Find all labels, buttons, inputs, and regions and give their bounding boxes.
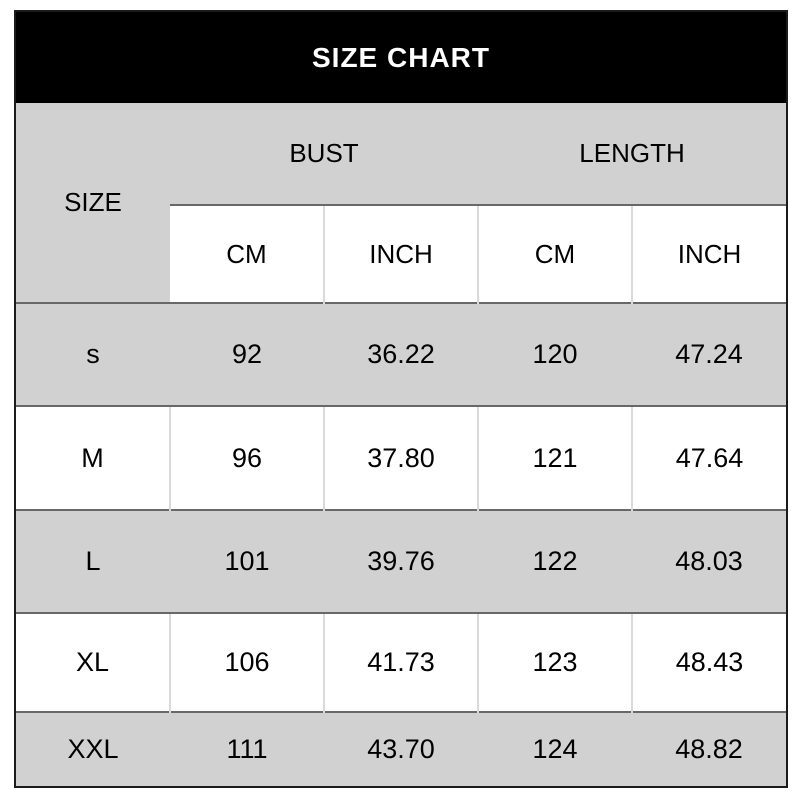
length-cm-cell: 123	[477, 612, 632, 712]
length-inch-cell: 48.03	[632, 509, 786, 613]
bust-group-header: BUST	[170, 103, 478, 205]
bust-inch-cell: 37.80	[323, 405, 478, 510]
table-row: s 92 36.22 120 47.24	[16, 302, 786, 406]
table-row: M 96 37.80 121 47.64	[16, 405, 786, 510]
bust-cm-cell: 96	[169, 405, 324, 510]
size-column-header: SIZE	[16, 103, 170, 303]
length-inch-cell: 47.24	[632, 302, 786, 406]
bust-cm-cell: 111	[170, 711, 324, 786]
size-cell: M	[16, 405, 170, 510]
group-header-row: SIZE BUST LENGTH	[16, 103, 786, 303]
size-cell: XL	[16, 612, 170, 712]
length-inch-cell: 48.43	[631, 612, 786, 712]
table-row: XXL 111 43.70 124 48.82	[16, 711, 786, 786]
bust-inch-cell: 41.73	[323, 612, 478, 712]
bust-cm-cell: 106	[169, 612, 324, 712]
sub-header-row: CM INCH CM INCH	[16, 204, 786, 303]
bust-inch-cell: 39.76	[324, 509, 478, 613]
bust-inch-cell: 36.22	[324, 302, 478, 406]
bust-cm-header: CM	[170, 204, 324, 303]
length-cm-cell: 120	[478, 302, 632, 406]
length-inch-cell: 48.82	[632, 711, 786, 786]
length-cm-cell: 124	[478, 711, 632, 786]
size-chart: SIZE CHART SIZE BUST LENGTH CM INCH CM I…	[14, 10, 788, 788]
title-bar: SIZE CHART	[16, 12, 786, 103]
bust-inch-header: INCH	[323, 204, 478, 303]
table-row: XL 106 41.73 123 48.43	[16, 612, 786, 712]
size-cell: XXL	[16, 711, 170, 786]
length-cm-header: CM	[477, 204, 632, 303]
size-cell: s	[16, 302, 170, 406]
size-table: SIZE BUST LENGTH CM INCH CM INCH s 92 36…	[16, 103, 786, 786]
length-group-header: LENGTH	[478, 103, 786, 205]
length-cm-cell: 121	[477, 405, 632, 510]
length-cm-cell: 122	[478, 509, 632, 613]
length-inch-cell: 47.64	[631, 405, 786, 510]
bust-inch-cell: 43.70	[324, 711, 478, 786]
bust-cm-cell: 101	[170, 509, 324, 613]
size-cell: L	[16, 509, 170, 613]
length-inch-header: INCH	[631, 204, 786, 303]
page-title: SIZE CHART	[312, 41, 490, 73]
bust-cm-cell: 92	[170, 302, 324, 406]
table-row: L 101 39.76 122 48.03	[16, 509, 786, 613]
